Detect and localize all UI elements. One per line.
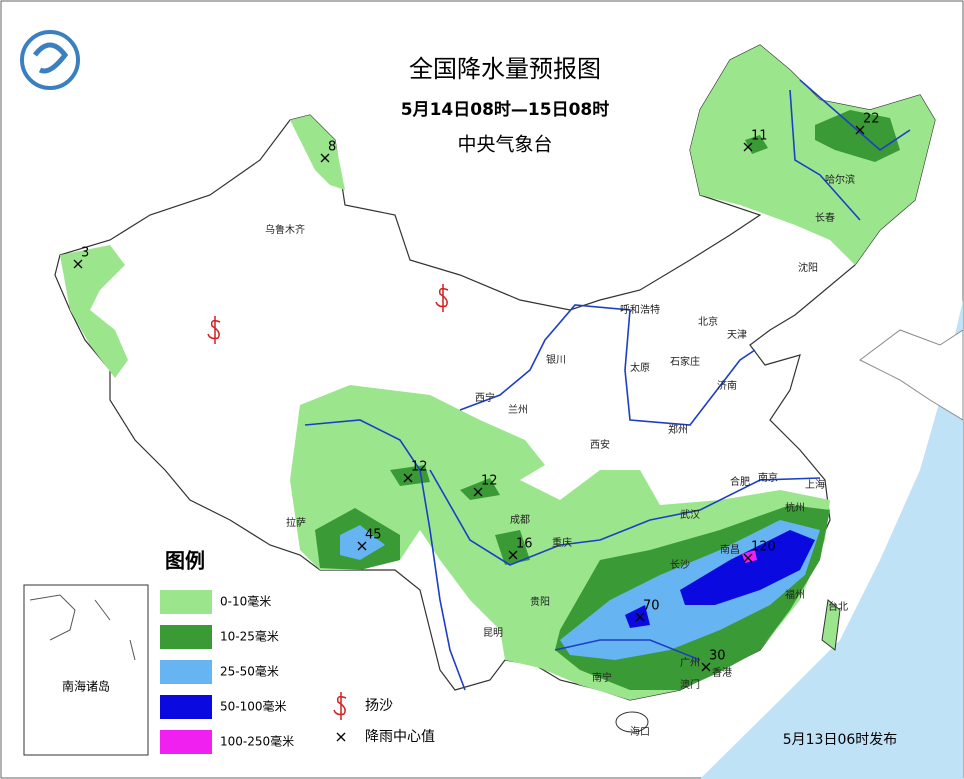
legend-swatch — [160, 660, 212, 684]
city-label: 广州 — [680, 657, 700, 669]
legend-label: 10-25毫米 — [220, 629, 279, 644]
legend-label: 50-100毫米 — [220, 699, 287, 714]
rain-center-value: 22 — [863, 112, 880, 127]
city-label: 杭州 — [785, 501, 805, 514]
inset-box — [23, 584, 149, 756]
legend-label: 0-10毫米 — [220, 594, 271, 609]
city-label: 海口 — [630, 725, 650, 738]
city-label: 澳门 — [680, 678, 700, 691]
city-label: 成都 — [510, 514, 530, 526]
city-label: 长沙 — [670, 559, 690, 571]
city-label: 昆明 — [483, 627, 503, 639]
rain-center-mark — [320, 153, 330, 163]
city-label: 济南 — [717, 379, 737, 392]
rain-center-mark — [473, 487, 483, 497]
legend-swatch — [160, 695, 212, 719]
city-label: 南宁 — [592, 671, 612, 684]
rain-center-value: 30 — [709, 649, 726, 664]
rain-center-value: 70 — [643, 599, 660, 614]
logo-mark — [33, 42, 69, 74]
city-label: 香港 — [712, 667, 732, 679]
city-label: 银川 — [546, 353, 566, 366]
rain-center-mark — [855, 125, 865, 135]
city-label: 合肥 — [730, 475, 750, 488]
legend-swatch — [160, 730, 212, 754]
city-label: 武汉 — [680, 508, 700, 521]
rain-center-mark — [403, 473, 413, 483]
rain-center-mark — [701, 662, 711, 672]
legend-label: 100-250毫米 — [220, 734, 294, 749]
city-label: 郑州 — [668, 423, 688, 436]
footer: 5月13日06时发布 — [783, 732, 898, 748]
city-label: 石家庄 — [670, 355, 700, 368]
city-label: 西宁 — [475, 391, 495, 404]
city-label: 天津 — [727, 329, 747, 341]
rain-center-mark — [508, 550, 518, 560]
inset-label: 南海诸岛 — [62, 679, 110, 694]
cross-legend-icon — [336, 732, 346, 742]
rain-center-mark — [743, 142, 753, 152]
logo — [20, 30, 80, 90]
rain-areas — [60, 45, 935, 700]
city-label: 南昌 — [720, 543, 740, 556]
legend-symbol-label: 扬沙 — [365, 698, 393, 714]
rain-center-mark — [743, 553, 753, 563]
rain-center-value: 12 — [481, 474, 498, 489]
rain-center-value: 12 — [411, 460, 428, 475]
city-label: 沈阳 — [798, 261, 818, 274]
city-label: 福州 — [785, 588, 805, 601]
city-label: 西安 — [590, 438, 610, 451]
korea — [859, 329, 964, 421]
city-label: 南京 — [758, 471, 778, 484]
title: 全国降水量预报图 — [409, 55, 601, 83]
rain-center-mark — [73, 259, 83, 269]
city-label: 重庆 — [552, 536, 572, 549]
rain-center-value: 3 — [81, 246, 89, 261]
issuer: 中央气象台 — [457, 134, 552, 156]
city-label: 乌鲁木齐 — [265, 223, 305, 236]
rain-center-value: 11 — [751, 129, 768, 144]
legend-swatch — [160, 590, 212, 614]
sea — [700, 300, 963, 779]
city-label: 长春 — [815, 212, 835, 224]
legend-symbol-label: 降雨中心值 — [365, 729, 435, 745]
city-label: 兰州 — [508, 403, 528, 416]
city-label: 哈尔滨 — [825, 173, 855, 186]
city-label: 拉萨 — [286, 516, 306, 529]
city-label: 太原 — [630, 361, 650, 374]
rain-center-value: 120 — [751, 540, 776, 555]
legend-title: 图例 — [165, 549, 205, 573]
period: 5月14日08时—15日08时 — [401, 100, 609, 120]
legend-swatch — [160, 625, 212, 649]
inset-coast — [29, 594, 136, 661]
sand-symbols — [207, 284, 449, 344]
sand-legend-icon — [333, 692, 347, 720]
rivers — [304, 79, 911, 691]
city-label: 北京 — [698, 315, 718, 328]
rain-center-mark — [635, 612, 645, 622]
city-label: 呼和浩特 — [620, 304, 660, 316]
rain-center-mark — [357, 541, 367, 551]
rain-center-value: 8 — [328, 140, 336, 155]
city-label: 上海 — [805, 478, 825, 491]
rain-center-value: 45 — [365, 528, 382, 543]
islands — [615, 599, 841, 733]
city-label: 台北 — [828, 600, 848, 613]
rain-center-value: 16 — [516, 537, 533, 552]
legend-label: 25-50毫米 — [220, 664, 279, 679]
city-label: 贵阳 — [530, 595, 550, 608]
